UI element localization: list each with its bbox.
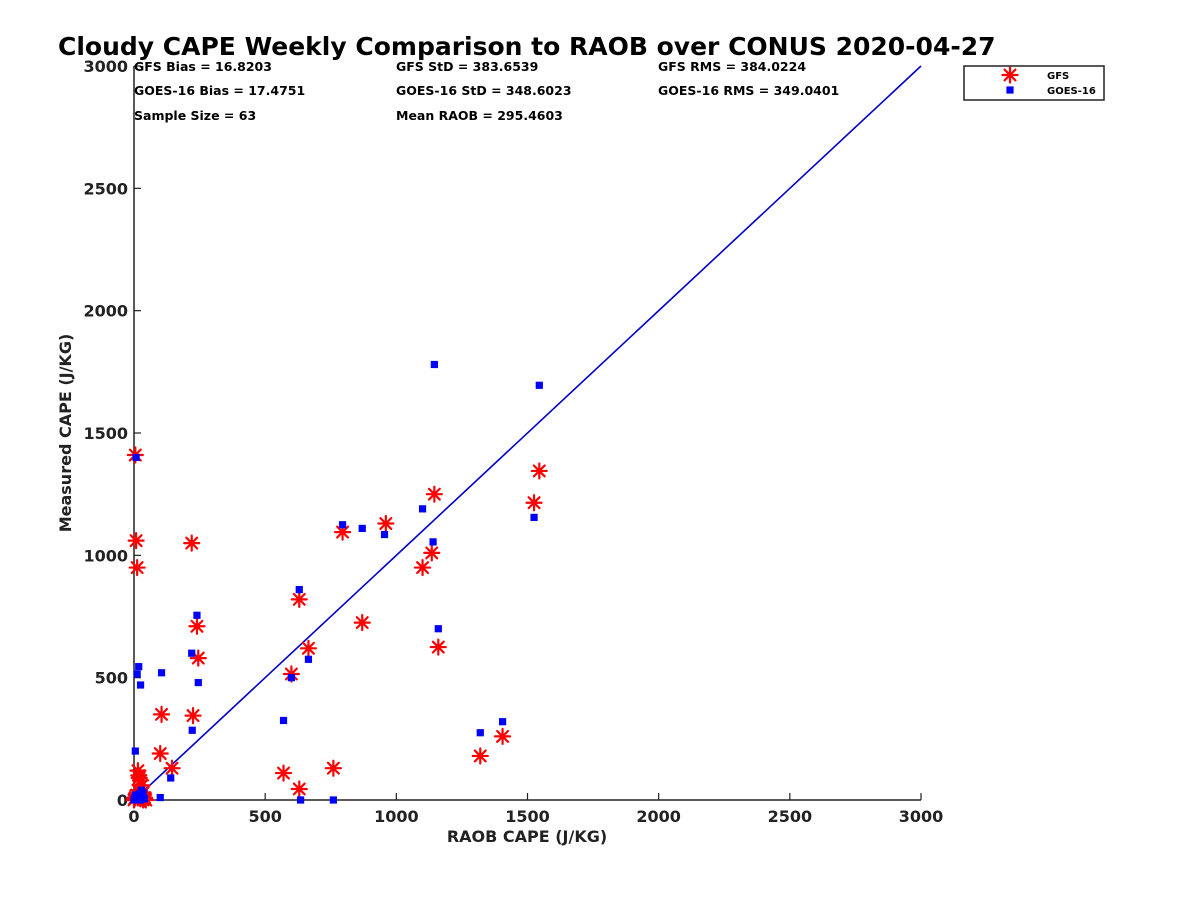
y-tick-label: 1000: [83, 546, 128, 565]
y-tick-label: 1500: [83, 424, 128, 443]
gfs-point: [183, 534, 201, 552]
goes16-point: [418, 505, 427, 513]
gfs-point: [290, 780, 308, 798]
mean-raob: Mean RAOB = 295.4603: [396, 108, 563, 123]
legend-goes16-marker: [1006, 86, 1014, 94]
gfs-point: [413, 558, 432, 577]
gfs-point: [127, 532, 145, 550]
gfs-point: [423, 544, 441, 562]
stats-block: GFS Bias = 16.8203 GFS StD = 383.6539 GF…: [134, 59, 839, 123]
gfs-point: [131, 771, 150, 790]
goes16-point: [295, 585, 303, 594]
gfs-point: [471, 747, 489, 765]
goes16-point: [530, 513, 538, 522]
gfs-point: [429, 638, 447, 656]
goes16-point: [535, 381, 543, 389]
gfs-point: [525, 494, 543, 512]
goes16-point: [296, 796, 305, 804]
x-tick-label: 500: [248, 807, 281, 826]
x-ticks: 0 500 1000 1500 2000 2500 3000: [128, 793, 943, 826]
gfs-point: [290, 590, 308, 608]
goes16-point: [329, 796, 337, 804]
x-tick-label: 1500: [505, 807, 550, 826]
legend-gfs-asterisk: [1001, 66, 1019, 84]
gfs-point: [324, 759, 342, 777]
legend: GFS GOES-16: [963, 65, 1105, 101]
gfs-point: [274, 764, 293, 782]
goes16-point: [304, 655, 313, 663]
gfs-point: [152, 705, 171, 723]
gfs-point: [353, 614, 371, 632]
y-tick-label: 2500: [83, 179, 128, 198]
goes16-point: [188, 726, 196, 734]
goes16-point: [287, 674, 295, 682]
goes16-point: [135, 790, 143, 798]
gfs-std: GFS StD = 383.6539: [396, 59, 538, 74]
gfs-point: [188, 617, 206, 635]
y-tick-label: 3000: [83, 57, 128, 76]
legend-gfs-marker: [1001, 66, 1019, 84]
legend-gfs-label: GFS: [1047, 71, 1069, 82]
gfs-bias: GFS Bias = 16.8203: [134, 59, 272, 74]
gfs-point: [493, 727, 512, 745]
gfs-point: [163, 759, 181, 777]
goes16-series: [130, 360, 543, 804]
goes16-point: [188, 649, 196, 657]
goes16-point: [358, 524, 366, 533]
gfs-point: [377, 514, 395, 533]
goes16-point: [140, 795, 149, 803]
goes16-bias: GOES-16 Bias = 17.4751: [134, 83, 305, 98]
goes16-point: [131, 747, 139, 755]
gfs-point: [425, 485, 443, 503]
legend-goes16-square: [1006, 86, 1014, 94]
x-tick-label: 0: [128, 807, 139, 826]
goes16-point: [194, 678, 202, 687]
y-axis-label: Measured CAPE (J/KG): [56, 334, 75, 533]
y-tick-label: 0: [117, 791, 128, 810]
x-axis-label: RAOB CAPE (J/KG): [447, 827, 607, 846]
gfs-point: [333, 523, 352, 541]
goes16-point: [380, 530, 389, 539]
gfs-point: [189, 649, 207, 667]
goes16-rms: GOES-16 RMS = 349.0401: [658, 83, 839, 98]
x-tick-label: 2000: [636, 807, 681, 826]
y-ticks: 0 500 1000 1500 2000 2500 3000: [83, 57, 141, 810]
x-tick-label: 1000: [374, 807, 419, 826]
gfs-point: [128, 558, 146, 577]
gfs-point: [151, 744, 169, 763]
y-tick-label: 500: [95, 669, 128, 688]
goes16-point: [193, 611, 201, 619]
goes16-point: [135, 663, 143, 671]
goes16-point: [279, 716, 288, 725]
goes16-point: [498, 718, 507, 726]
chart-title: Cloudy CAPE Weekly Comparison to RAOB ov…: [58, 32, 996, 61]
one-to-one-line: [133, 65, 922, 801]
goes16-point: [157, 669, 166, 677]
goes16-point: [167, 774, 175, 782]
gfs-point: [299, 639, 318, 657]
x-tick-label: 2500: [768, 807, 813, 826]
goes16-point: [476, 729, 484, 737]
gfs-rms: GFS RMS = 384.0224: [658, 59, 806, 74]
goes16-point: [139, 789, 147, 797]
y-tick-label: 2000: [83, 302, 128, 321]
gfs-series: [125, 446, 548, 809]
goes16-std: GOES-16 StD = 348.6023: [396, 83, 572, 98]
goes16-point: [133, 670, 141, 678]
goes16-point: [430, 360, 438, 369]
gfs-point: [184, 706, 202, 725]
legend-box: [963, 65, 1105, 101]
goes16-point: [434, 625, 442, 633]
goes16-point: [156, 793, 164, 802]
gfs-point: [282, 665, 300, 683]
sample-size: Sample Size = 63: [134, 108, 256, 123]
goes16-point: [429, 538, 437, 546]
gfs-point: [530, 462, 548, 480]
legend-goes16-label: GOES-16: [1047, 86, 1096, 97]
goes16-point: [338, 521, 347, 529]
x-tick-label: 3000: [899, 807, 944, 826]
goes16-point: [132, 453, 140, 462]
goes16-point: [136, 681, 145, 689]
